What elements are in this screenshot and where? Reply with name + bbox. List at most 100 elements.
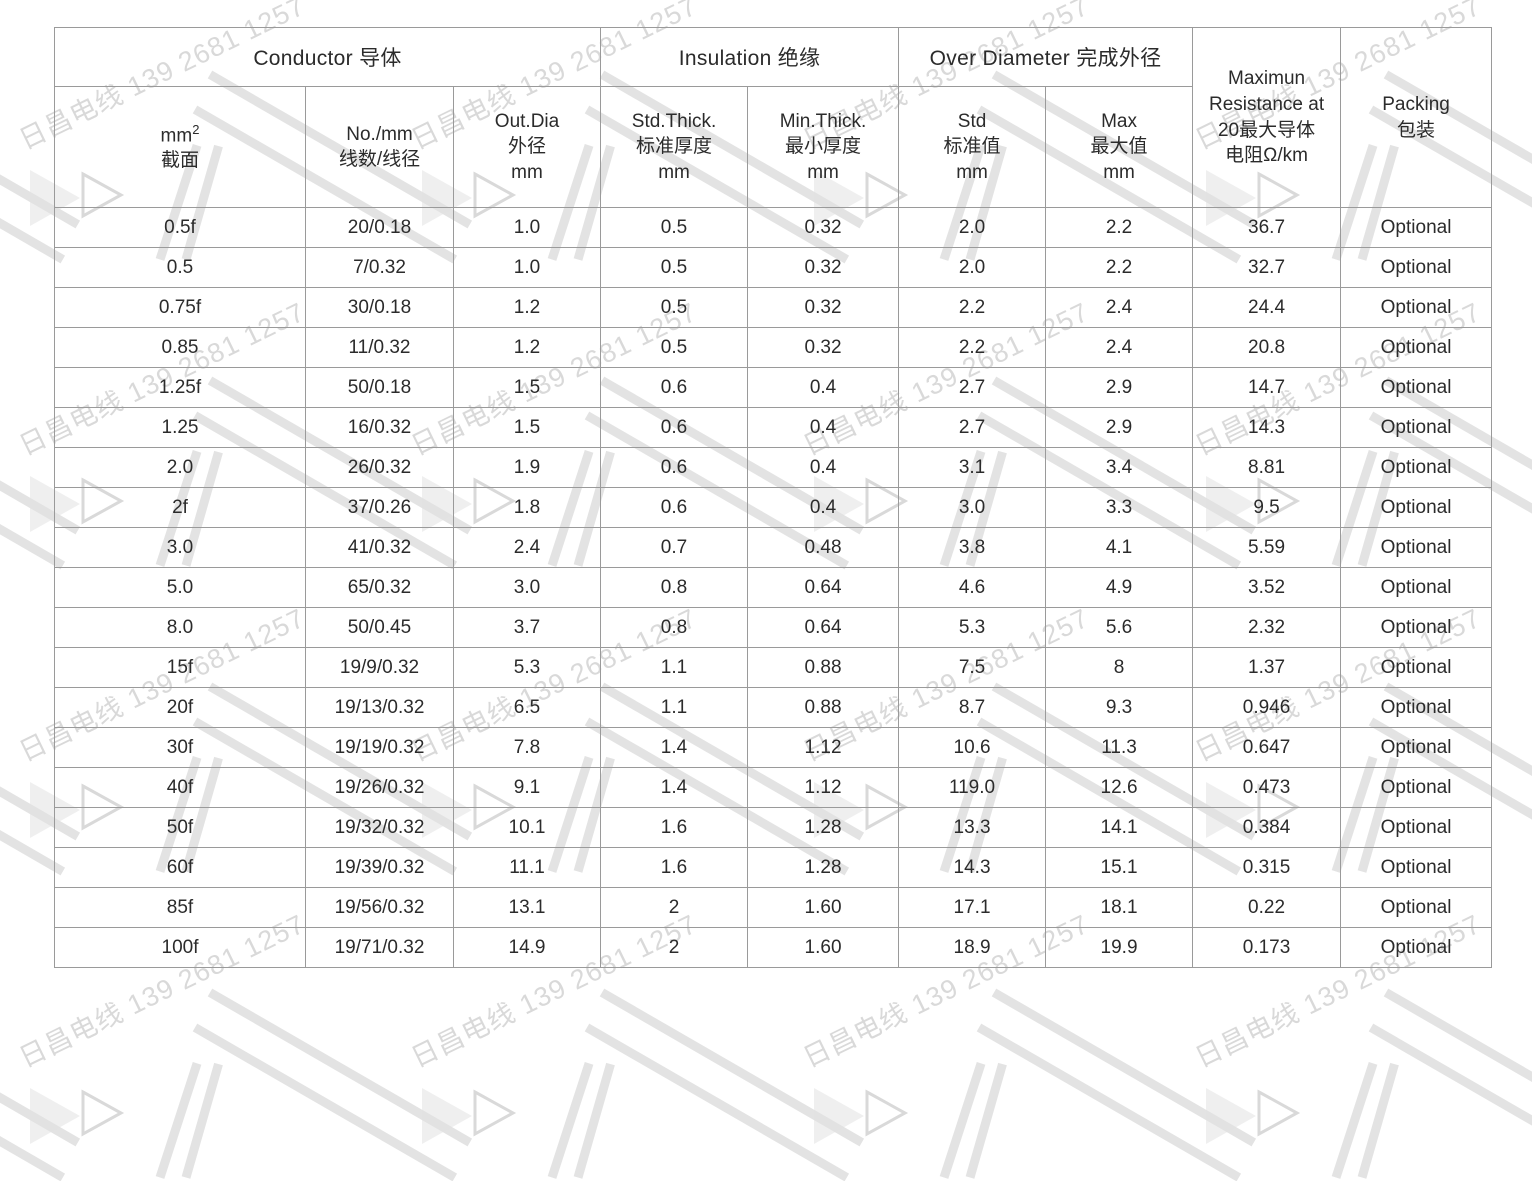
cell-out_dia: 1.0 [452,207,602,248]
cell-out_dia: 1.5 [452,367,602,408]
cell-packing: Optional [1340,207,1493,248]
cell-od_max: 4.1 [1045,527,1194,568]
cell-od_max: 3.4 [1045,447,1194,488]
cell-min_thick: 0.4 [747,407,900,448]
sub-header-0: mm2 截面 [54,86,306,208]
cell-od_std: 17.1 [898,887,1047,928]
tall-header-0: Maximun Resistance at 20最大导体 电阻Ω/km [1192,27,1342,208]
cell-od_max: 3.3 [1045,487,1194,528]
sub-header-line: 最大值 [1090,136,1148,158]
cell-no_per_mm: 19/13/0.32 [305,687,454,728]
table-row: 0.75f 30/0.18 1.2 0.5 0.32 2.2 2.4 24.4 Optional [54,287,1493,328]
sub-header-line: 截面 [160,150,199,172]
table-row: 2.0 26/0.32 1.9 0.6 0.4 3.1 3.4 8.81 Optional [54,447,1493,488]
cell-out_dia: 2.4 [452,527,602,568]
cell-od_max: 12.6 [1045,767,1194,808]
sub-header-4: Min.Thick. 最小厚度 mm [747,86,900,208]
cell-no_per_mm: 19/26/0.32 [305,767,454,808]
cell-std_thick: 0.6 [600,367,749,408]
sub-header-1: No./mm 线数/线径 [305,86,454,208]
table-row: 1.25f 50/0.18 1.5 0.6 0.4 2.7 2.9 14.7 Optional [54,367,1493,408]
group-header-0: Conductor 导体 [53,27,602,87]
tall-header-line: Packing [1382,93,1450,115]
cell-od_max: 11.3 [1045,727,1194,768]
cell-std_thick: 1.4 [600,767,749,808]
cell-od_std: 3.0 [898,487,1047,528]
cell-mm2_section: 2.0 [54,447,306,488]
cell-mm2_section: 60f [54,847,306,888]
cell-max_resistance: 1.37 [1192,647,1342,688]
cell-std_thick: 1.1 [600,647,749,688]
cell-out_dia: 3.7 [452,607,602,648]
cell-min_thick: 1.28 [747,847,900,888]
cell-max_resistance: 8.81 [1192,447,1342,488]
cell-od_std: 14.3 [898,847,1047,888]
cell-mm2_section: 5.0 [54,567,306,608]
cell-packing: Optional [1340,887,1493,928]
cell-od_std: 8.7 [898,687,1047,728]
watermark-stroke [584,1023,850,1181]
sub-header-line: 最小厚度 [785,136,862,158]
sub-header-3: Std.Thick. 标准厚度 mm [600,86,749,208]
cell-od_max: 18.1 [1045,887,1194,928]
cell-mm2_section: 20f [54,687,306,728]
cell-mm2_section: 1.25 [54,407,306,448]
cell-min_thick: 0.88 [747,687,900,728]
tall-header-1: Packing 包装 [1340,27,1493,208]
cell-od_std: 2.2 [898,287,1047,328]
cell-out_dia: 1.8 [452,487,602,528]
table-row: 1.25 16/0.32 1.5 0.6 0.4 2.7 2.9 14.3 Optional [54,407,1493,448]
cell-std_thick: 0.8 [600,567,749,608]
cell-packing: Optional [1340,927,1493,968]
cell-max_resistance: 0.22 [1192,887,1342,928]
watermark-stroke [192,1023,458,1181]
cell-std_thick: 1.6 [600,807,749,848]
table-header: Conductor 导体 Insulation 绝缘 Over Diameter 完… [53,27,1493,208]
cell-max_resistance: 0.946 [1192,687,1342,728]
cell-od_max: 2.2 [1045,207,1194,248]
cell-min_thick: 0.4 [747,447,900,488]
cell-no_per_mm: 11/0.32 [305,327,454,368]
cell-od_max: 8 [1045,647,1194,688]
table-row: 2f 37/0.26 1.8 0.6 0.4 3.0 3.3 9.5 Optional [54,487,1493,528]
cell-max_resistance: 20.8 [1192,327,1342,368]
cell-no_per_mm: 19/9/0.32 [305,647,454,688]
cell-mm2_section: 40f [54,767,306,808]
cell-od_max: 15.1 [1045,847,1194,888]
cell-out_dia: 1.2 [452,327,602,368]
cell-no_per_mm: 50/0.45 [305,607,454,648]
cell-std_thick: 0.6 [600,487,749,528]
sub-header-line: mm2 [160,121,200,146]
sub-header-line: mm [807,161,839,183]
sub-header-line: Std [957,111,987,133]
cell-std_thick: 0.5 [600,287,749,328]
cell-mm2_section: 8.0 [54,607,306,648]
cell-std_thick: 1.1 [600,687,749,728]
cell-packing: Optional [1340,647,1493,688]
cell-max_resistance: 0.173 [1192,927,1342,968]
cable-specification-table: Conductor 导体 Insulation 绝缘 Over Diameter 完… [53,27,1493,968]
watermark-triangle-icon [814,1088,864,1144]
cell-od_max: 5.6 [1045,607,1194,648]
table-row: 60f 19/39/0.32 11.1 1.6 1.28 14.3 15.1 0.315 Opt… [54,847,1493,888]
cell-od_std: 10.6 [898,727,1047,768]
watermark-triangle-icon [1206,1088,1256,1144]
table-row: 40f 19/26/0.32 9.1 1.4 1.12 119.0 12.6 0.473 Opt… [54,767,1493,808]
table-body: 0.5f 20/0.18 1.0 0.5 0.32 2.0 2.2 36.7 Optional 0… [54,207,1493,968]
cell-packing: Optional [1340,567,1493,608]
cell-max_resistance: 0.384 [1192,807,1342,848]
cell-mm2_section: 0.75f [54,287,306,328]
cell-std_thick: 0.6 [600,447,749,488]
cell-od_max: 9.3 [1045,687,1194,728]
watermark-outline-triangle-icon [1251,1086,1305,1140]
sub-header-line: mm [658,161,690,183]
cell-out_dia: 1.0 [452,247,602,288]
cell-mm2_section: 100f [54,927,306,968]
cell-od_max: 2.9 [1045,407,1194,448]
tall-header-line: 20最大导体 [1217,119,1316,141]
cell-od_max: 2.4 [1045,327,1194,368]
cell-no_per_mm: 19/56/0.32 [305,887,454,928]
watermark-stroke [1383,988,1532,1147]
cell-out_dia: 14.9 [452,927,602,968]
cell-mm2_section: 0.5f [54,207,306,248]
